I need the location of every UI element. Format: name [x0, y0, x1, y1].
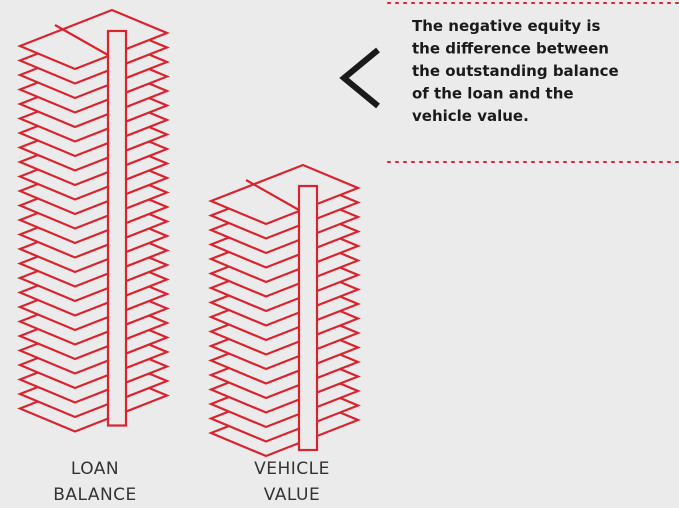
stack-label: VEHICLE [254, 459, 330, 479]
stack-label: LOAN [71, 459, 119, 479]
explanation-line: the outstanding balance [412, 62, 619, 80]
explanation-line: of the loan and the [412, 85, 574, 103]
slot [299, 186, 317, 450]
infographic: The negative equity is the difference bet… [0, 0, 679, 508]
stack-label: VALUE [264, 485, 320, 505]
explanation-line: vehicle value. [412, 107, 529, 125]
stacks [20, 10, 358, 456]
explanation-line: the difference between [412, 40, 609, 58]
arrow [344, 50, 378, 106]
stack-label: BALANCE [53, 485, 137, 505]
slot [108, 31, 126, 426]
explanation-line: The negative equity is [412, 17, 601, 35]
